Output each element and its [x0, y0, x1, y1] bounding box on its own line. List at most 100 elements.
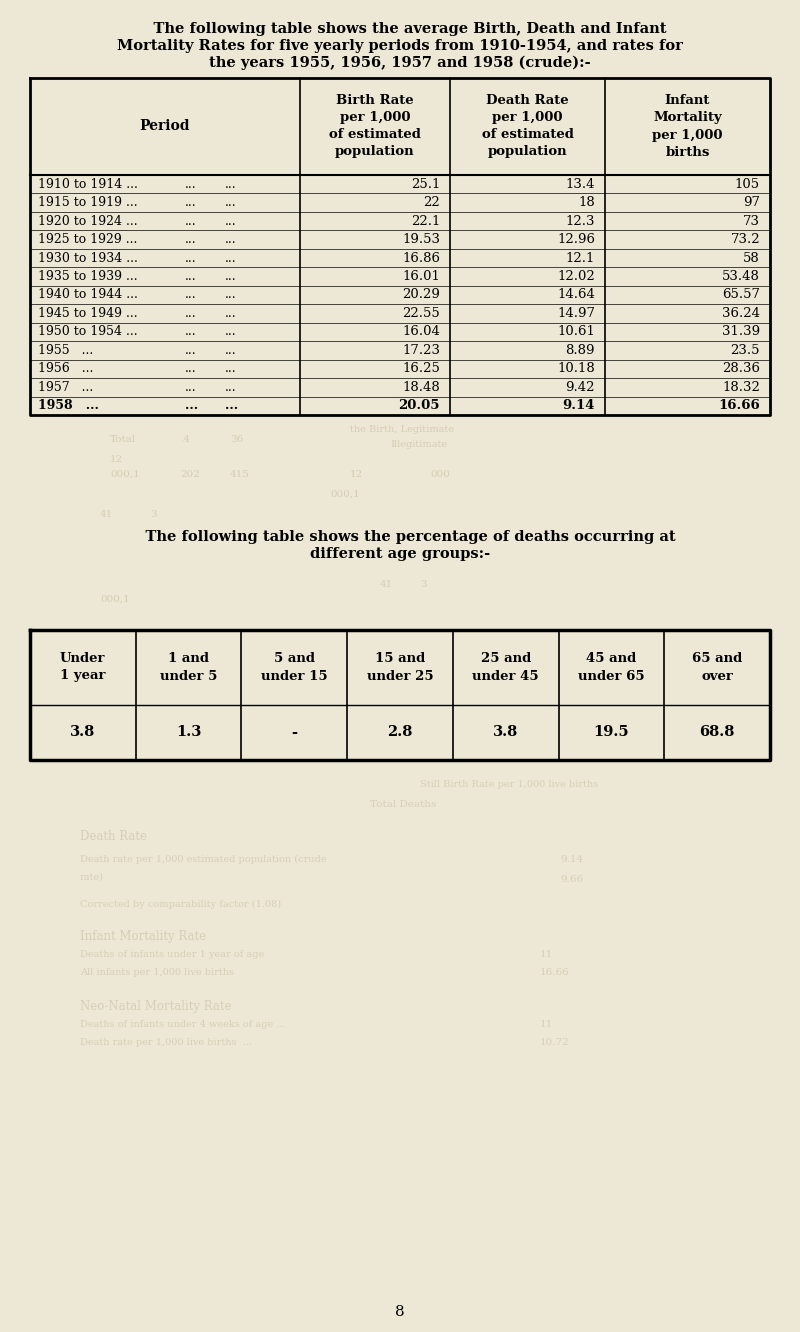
Text: Death rate per 1,000 estimated population (crude: Death rate per 1,000 estimated populatio…: [80, 855, 326, 864]
Text: ...: ...: [185, 325, 197, 338]
Text: 8.89: 8.89: [566, 344, 595, 357]
Text: 000,1: 000,1: [110, 470, 140, 480]
Text: ...: ...: [225, 177, 237, 190]
Text: Total: Total: [110, 436, 136, 444]
Text: ...: ...: [225, 196, 237, 209]
Text: the years 1955, 1956, 1957 and 1958 (crude):-: the years 1955, 1956, 1957 and 1958 (cru…: [209, 56, 591, 71]
Text: 1 and
under 5: 1 and under 5: [160, 653, 218, 682]
Text: the Birth, Legitimate: the Birth, Legitimate: [350, 425, 454, 434]
Text: 23.5: 23.5: [730, 344, 760, 357]
Text: 17.23: 17.23: [402, 344, 440, 357]
Text: ...: ...: [185, 270, 197, 282]
Text: Birth Rate
per 1,000
of estimated
population: Birth Rate per 1,000 of estimated popula…: [329, 95, 421, 159]
Text: 16.25: 16.25: [402, 362, 440, 376]
Text: ...: ...: [225, 233, 237, 246]
Text: 13.4: 13.4: [566, 177, 595, 190]
Text: 000,1: 000,1: [330, 490, 360, 500]
Text: Corrected by comparability factor (1.08): Corrected by comparability factor (1.08): [80, 900, 281, 910]
Text: 19.53: 19.53: [402, 233, 440, 246]
Text: 58: 58: [743, 252, 760, 265]
Text: 20.29: 20.29: [402, 289, 440, 301]
Text: 16.04: 16.04: [402, 325, 440, 338]
Text: Infant
Mortality
per 1,000
births: Infant Mortality per 1,000 births: [652, 95, 722, 159]
Text: 10.61: 10.61: [557, 325, 595, 338]
Text: ...: ...: [225, 381, 237, 394]
Text: rate): rate): [80, 872, 104, 882]
Text: 16.01: 16.01: [402, 270, 440, 282]
Text: 18.32: 18.32: [722, 381, 760, 394]
Text: ...: ...: [185, 381, 197, 394]
Text: Total Deaths: Total Deaths: [370, 801, 436, 809]
Text: Mortality Rates for five yearly periods from 1910-1954, and rates for: Mortality Rates for five yearly periods …: [117, 39, 683, 53]
Text: The following table shows the average Birth, Death and Infant: The following table shows the average Bi…: [134, 23, 666, 36]
Text: Death rate per 1,000 live births  ...: Death rate per 1,000 live births ...: [80, 1038, 252, 1047]
Text: 22.55: 22.55: [402, 306, 440, 320]
Text: 1958   ...: 1958 ...: [38, 400, 99, 413]
Text: 10.18: 10.18: [558, 362, 595, 376]
Text: ...: ...: [225, 270, 237, 282]
Text: 1956   ...: 1956 ...: [38, 362, 94, 376]
Text: Infant Mortality Rate: Infant Mortality Rate: [80, 930, 206, 943]
Text: 105: 105: [735, 177, 760, 190]
Text: 000,1: 000,1: [100, 595, 130, 603]
Text: 3.8: 3.8: [493, 726, 518, 739]
Text: 28.36: 28.36: [722, 362, 760, 376]
Text: ...: ...: [225, 289, 237, 301]
Text: 12.96: 12.96: [557, 233, 595, 246]
Text: 65.57: 65.57: [722, 289, 760, 301]
Text: 1910 to 1914 ...: 1910 to 1914 ...: [38, 177, 138, 190]
Text: 1930 to 1934 ...: 1930 to 1934 ...: [38, 252, 138, 265]
Text: 415: 415: [230, 470, 250, 480]
Text: 22.1: 22.1: [410, 214, 440, 228]
Text: 000: 000: [430, 470, 450, 480]
Text: 3: 3: [150, 510, 157, 519]
Text: 202: 202: [180, 470, 200, 480]
Text: ...: ...: [185, 344, 197, 357]
Text: 1940 to 1944 ...: 1940 to 1944 ...: [38, 289, 138, 301]
Text: ...: ...: [185, 233, 197, 246]
Text: 1955   ...: 1955 ...: [38, 344, 94, 357]
Text: 18: 18: [578, 196, 595, 209]
Text: ...: ...: [225, 325, 237, 338]
Text: 97: 97: [743, 196, 760, 209]
Text: 1950 to 1954 ...: 1950 to 1954 ...: [38, 325, 138, 338]
Text: 36: 36: [230, 436, 243, 444]
Text: 9.66: 9.66: [560, 875, 583, 884]
Text: 3.8: 3.8: [70, 726, 95, 739]
Text: ...: ...: [185, 252, 197, 265]
Text: 9.14: 9.14: [562, 400, 595, 413]
Text: 14.97: 14.97: [557, 306, 595, 320]
Text: 22: 22: [423, 196, 440, 209]
Text: Period: Period: [140, 120, 190, 133]
Text: 19.5: 19.5: [594, 726, 630, 739]
Text: ...: ...: [185, 362, 197, 376]
Text: 1920 to 1924 ...: 1920 to 1924 ...: [38, 214, 138, 228]
Text: ...: ...: [185, 306, 197, 320]
Text: ...: ...: [185, 400, 198, 413]
Text: 16.66: 16.66: [718, 400, 760, 413]
Text: 2.8: 2.8: [387, 726, 413, 739]
Text: 36.24: 36.24: [722, 306, 760, 320]
Text: The following table shows the percentage of deaths occurring at: The following table shows the percentage…: [125, 530, 675, 543]
Text: 18.48: 18.48: [402, 381, 440, 394]
Text: 1915 to 1919 ...: 1915 to 1919 ...: [38, 196, 138, 209]
Text: 16.86: 16.86: [402, 252, 440, 265]
Text: 1957   ...: 1957 ...: [38, 381, 94, 394]
Text: 12.02: 12.02: [558, 270, 595, 282]
Text: .4: .4: [180, 436, 190, 444]
Text: 73.2: 73.2: [730, 233, 760, 246]
Text: ...: ...: [225, 252, 237, 265]
Text: 9.14: 9.14: [560, 855, 583, 864]
Text: 1935 to 1939 ...: 1935 to 1939 ...: [38, 270, 138, 282]
Text: 1.3: 1.3: [176, 726, 202, 739]
Text: Illegitimate: Illegitimate: [390, 440, 447, 449]
Text: 14.64: 14.64: [557, 289, 595, 301]
Text: Deaths of infants under 4 weeks of age ...: Deaths of infants under 4 weeks of age .…: [80, 1020, 286, 1030]
Text: 11: 11: [540, 1020, 554, 1030]
Text: 31.39: 31.39: [722, 325, 760, 338]
Text: All infants per 1,000 live births: All infants per 1,000 live births: [80, 968, 234, 976]
Text: 53.48: 53.48: [722, 270, 760, 282]
Text: ...: ...: [185, 289, 197, 301]
Text: -: -: [291, 726, 298, 739]
Text: ...: ...: [185, 214, 197, 228]
